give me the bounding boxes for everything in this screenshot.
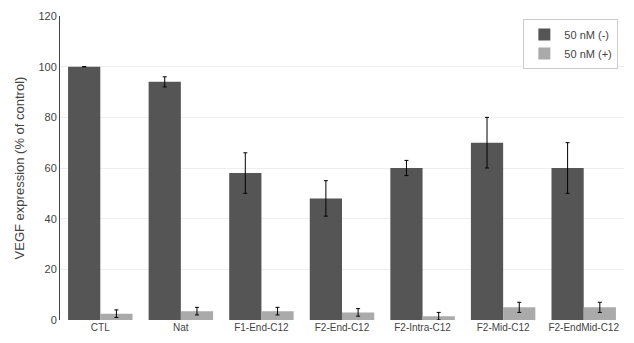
- svg-text:120: 120: [38, 10, 56, 22]
- svg-text:50 nM (-): 50 nM (-): [564, 29, 609, 41]
- svg-text:0: 0: [51, 314, 57, 326]
- svg-text:VEGF expression (% of control): VEGF expression (% of control): [12, 77, 27, 260]
- svg-text:60: 60: [45, 162, 57, 174]
- svg-text:F2-Mid-C12: F2-Mid-C12: [477, 322, 530, 333]
- svg-text:F2-Intra-C12: F2-Intra-C12: [394, 322, 451, 333]
- svg-text:50 nM (+): 50 nM (+): [564, 48, 611, 60]
- svg-text:F1-End-C12: F1-End-C12: [234, 322, 289, 333]
- svg-text:80: 80: [45, 111, 57, 123]
- svg-text:CTL: CTL: [91, 322, 110, 333]
- svg-text:20: 20: [45, 263, 57, 275]
- svg-text:Nat: Nat: [173, 322, 189, 333]
- svg-text:40: 40: [45, 213, 57, 225]
- svg-text:F2-End-C12: F2-End-C12: [315, 322, 370, 333]
- svg-text:F2-EndMid-C12: F2-EndMid-C12: [548, 322, 619, 333]
- svg-text:100: 100: [38, 61, 56, 73]
